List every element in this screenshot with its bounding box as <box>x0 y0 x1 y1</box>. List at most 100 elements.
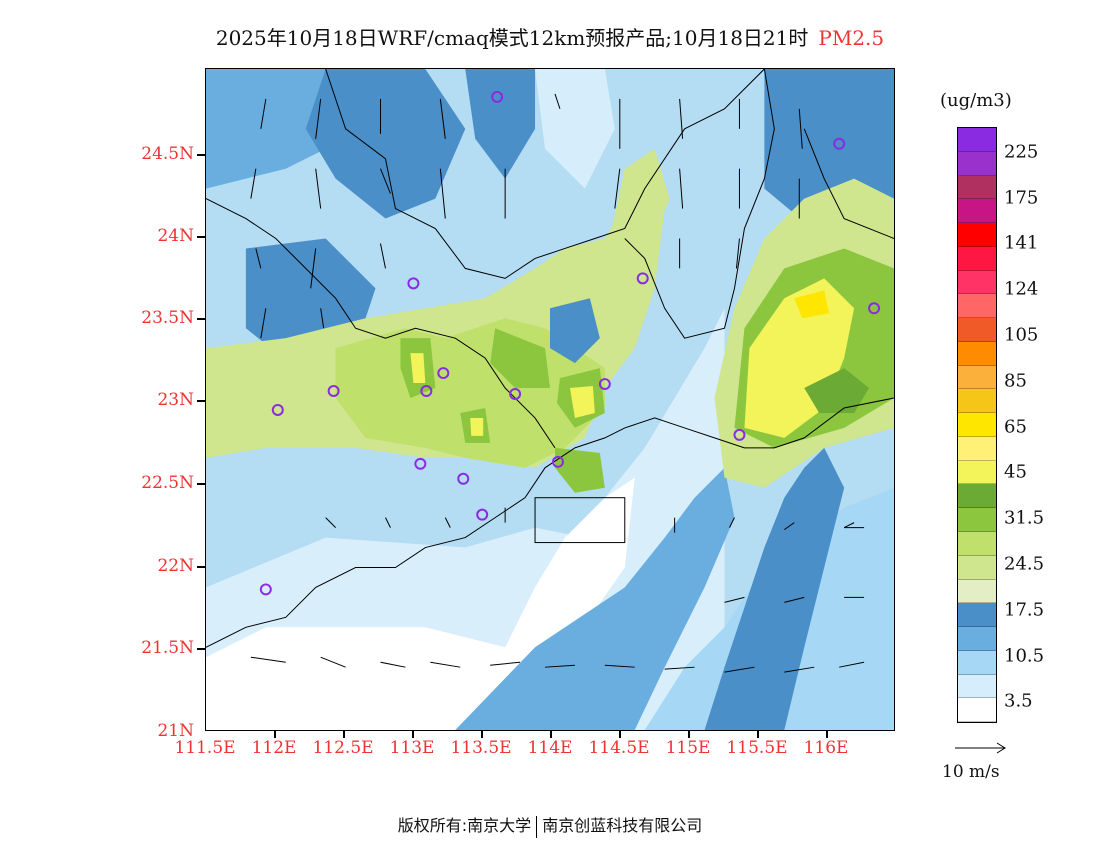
lon-label: 115E <box>665 738 711 758</box>
colorbar-label: 3.5 <box>1004 690 1033 712</box>
colorbar-swatch <box>958 627 996 651</box>
lon-tick <box>688 731 690 738</box>
colorbar-label: 105 <box>1004 324 1039 346</box>
colorbar-swatch <box>958 413 996 437</box>
lon-tick <box>412 731 414 738</box>
lat-tick <box>197 318 205 320</box>
colorbar-swatch <box>958 270 996 295</box>
colorbar-swatch <box>958 389 996 414</box>
hk-box <box>534 497 626 544</box>
lon-tick <box>481 731 483 738</box>
colorbar-swatch <box>958 460 996 485</box>
border-inner-1 <box>624 69 775 339</box>
plume-a-yellow <box>410 353 426 384</box>
colorbar-swatch <box>958 151 996 176</box>
north-light <box>535 69 615 189</box>
colorbar-label: 65 <box>1004 416 1027 438</box>
colorbar-swatch <box>958 508 996 533</box>
colorbar-label: 141 <box>1004 232 1039 254</box>
lat-tick <box>197 648 205 650</box>
lon-tick <box>274 731 276 738</box>
colorbar-swatch <box>958 175 996 200</box>
colorbar-swatch <box>958 199 996 224</box>
lon-label: 112E <box>251 738 297 758</box>
north-dark-2 <box>465 69 536 179</box>
vector-reference-arrow <box>955 742 1006 754</box>
lat-label: 24.5N <box>141 144 194 164</box>
title-main: 2025年10月18日WRF/cmaq模式12km预报产品;10月18日21时 <box>215 26 809 50</box>
copyright-footer: 版权所有:南京大学 南京创蓝科技有限公司 <box>0 812 1100 838</box>
station-markers <box>259 90 881 596</box>
lat-label: 21N <box>157 721 194 741</box>
lon-label: 114E <box>527 738 573 758</box>
plume-c-yellow <box>569 386 595 418</box>
pm25-map[interactable] <box>205 68 895 731</box>
lat-label: 22N <box>157 556 194 576</box>
colorbar-label: 85 <box>1004 370 1027 392</box>
plume-d-yellow <box>470 417 484 436</box>
lat-tick <box>197 154 205 156</box>
colorbar-swatch <box>958 128 996 152</box>
lon-label: 113.5E <box>450 738 512 758</box>
footer-separator <box>536 815 538 838</box>
colorbar-swatch <box>958 294 996 319</box>
colorbar-swatch <box>958 365 996 390</box>
lake-dark <box>550 298 600 364</box>
colorbar-swatch <box>958 436 996 461</box>
lon-tick <box>757 731 759 738</box>
lon-label: 112.5E <box>312 738 374 758</box>
plume-e-green <box>554 447 605 493</box>
lat-label: 22.5N <box>141 473 194 493</box>
lat-label: 23.5N <box>141 308 194 328</box>
colorbar-swatch <box>958 223 996 247</box>
lon-label: 113E <box>389 738 435 758</box>
lon-label: 116E <box>803 738 849 758</box>
border-inner-2 <box>206 198 556 449</box>
colorbar-swatch <box>958 532 996 556</box>
colorbar-swatch <box>958 341 996 366</box>
plume-east-dark-green <box>804 368 870 413</box>
colorbar-label: 24.5 <box>1004 553 1045 575</box>
colorbar-label: 124 <box>1004 278 1039 300</box>
lat-tick <box>197 566 205 568</box>
lat-label: 24N <box>157 226 194 246</box>
colorbar-swatch <box>958 650 996 675</box>
offshore-dark-band <box>704 447 845 730</box>
colorbar-label: 225 <box>1004 141 1039 163</box>
plume-b-green <box>490 328 550 389</box>
wind-vectors <box>250 93 865 673</box>
vector-reference-label: 10 m/s <box>942 762 1000 782</box>
lon-label: 114.5E <box>588 738 650 758</box>
lon-tick <box>343 731 345 738</box>
lon-tick <box>619 731 621 738</box>
footer-right: 南京创蓝科技有限公司 <box>542 816 703 835</box>
colorbar-label: 17.5 <box>1004 599 1045 621</box>
border-inner-3 <box>803 128 894 239</box>
colorbar-swatch <box>958 698 996 723</box>
lat-tick <box>197 236 205 238</box>
colorbar-label: 45 <box>1004 461 1027 483</box>
title-pollutant: PM2.5 <box>818 26 885 50</box>
colorbar-swatch <box>958 246 996 271</box>
map-title: 2025年10月18日WRF/cmaq模式12km预报产品;10月18日21时 P… <box>0 22 1100 51</box>
offshore-band-1 <box>455 467 735 730</box>
lon-tick <box>826 731 828 738</box>
map-svg <box>206 69 894 730</box>
colorbar-label: 10.5 <box>1004 645 1045 667</box>
footer-left: 版权所有:南京大学 <box>397 816 532 835</box>
colorbar-swatch <box>958 579 996 604</box>
lat-label: 23N <box>157 390 194 410</box>
lon-label: 115.5E <box>726 738 788 758</box>
colorbar-label: 175 <box>1004 187 1039 209</box>
colorbar-unit: (ug/m3) <box>940 90 1012 111</box>
colorbar-label: 31.5 <box>1004 507 1045 529</box>
north-dark-1 <box>305 69 466 219</box>
lat-tick <box>197 483 205 485</box>
border-north <box>325 69 765 279</box>
lon-label: 111.5E <box>174 738 236 758</box>
lon-tick <box>550 731 552 738</box>
lat-tick <box>197 400 205 402</box>
colorbar <box>957 127 997 723</box>
colorbar-swatch <box>958 484 996 509</box>
colorbar-swatch <box>958 318 996 342</box>
